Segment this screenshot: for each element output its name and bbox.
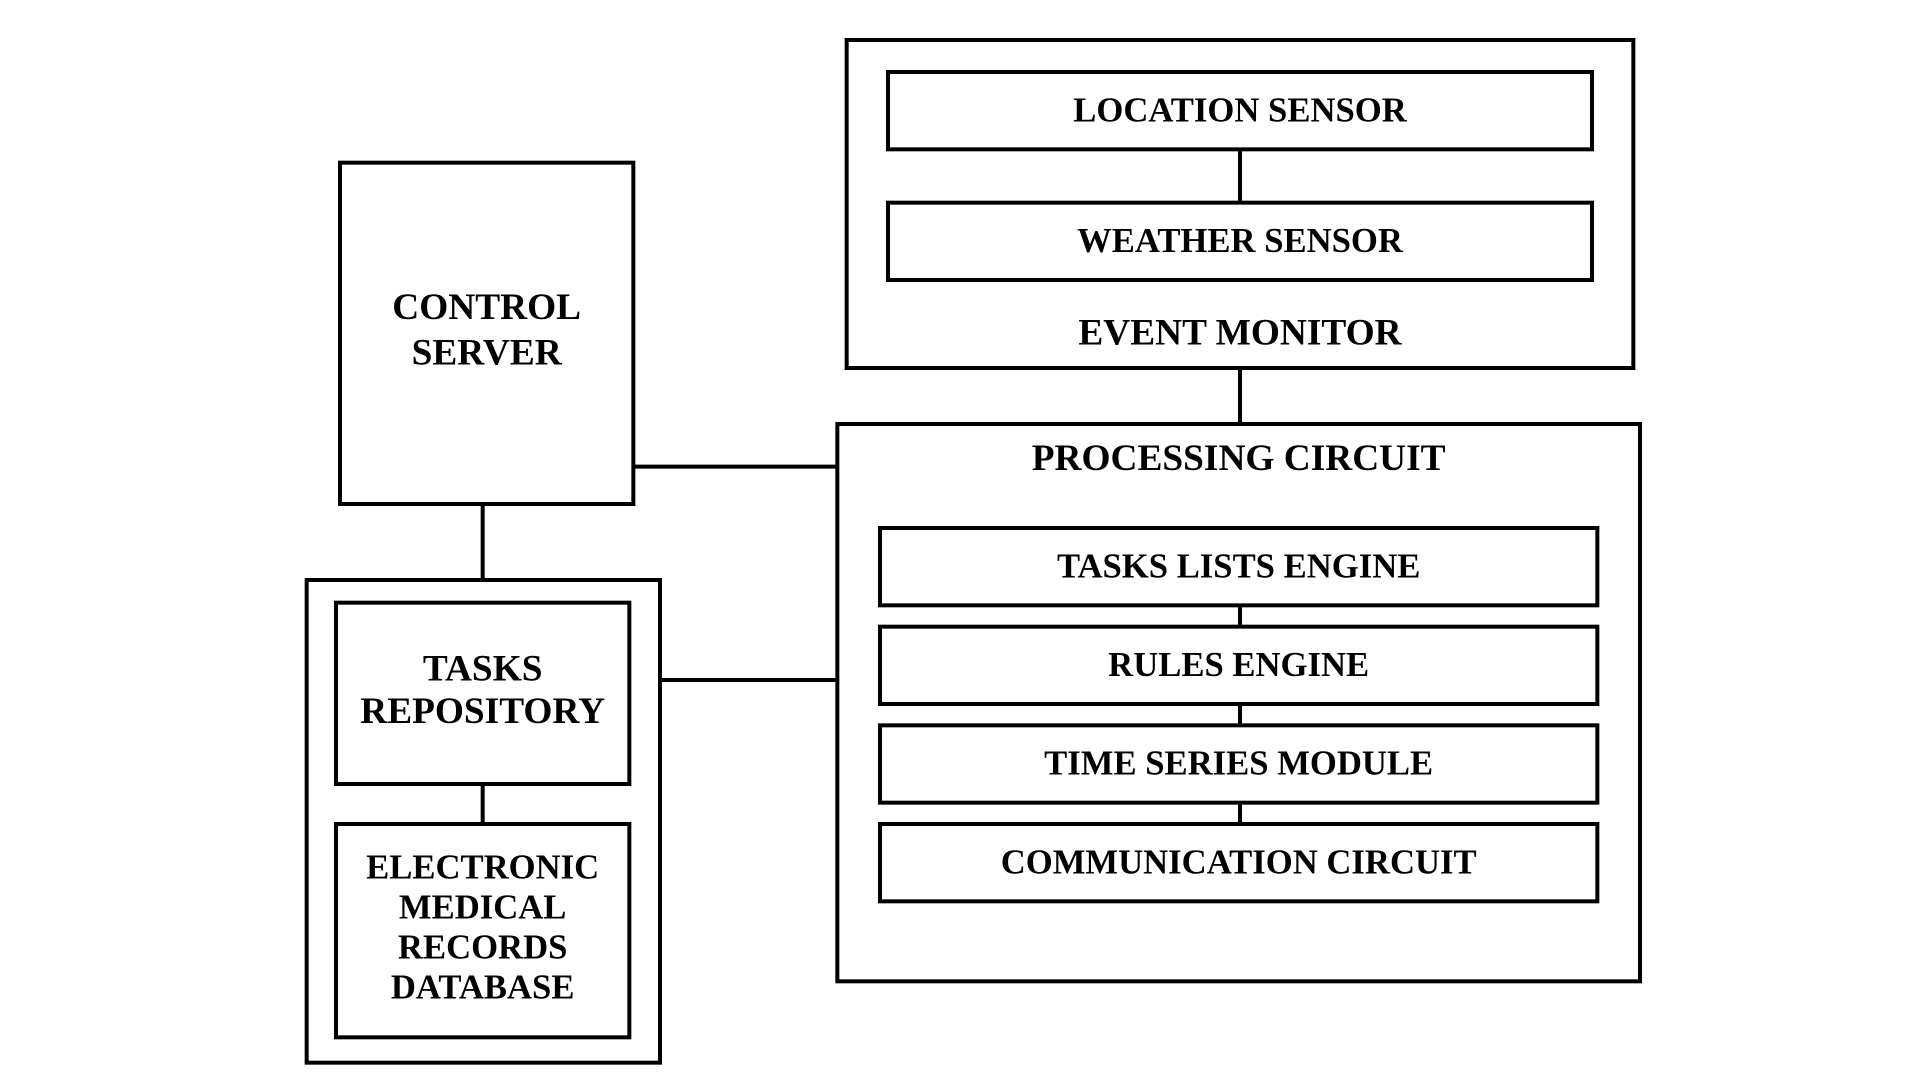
time-series-module-label: TIME SERIES MODULE bbox=[1044, 745, 1433, 783]
location-sensor-label: LOCATION SENSOR bbox=[1073, 91, 1407, 129]
tasks-repository-label: TASKS bbox=[423, 649, 543, 690]
processing-circuit-label: PROCESSING CIRCUIT bbox=[1032, 438, 1446, 479]
event-monitor-label: EVENT MONITOR bbox=[1078, 313, 1402, 354]
control-server-label: CONTROL bbox=[392, 287, 581, 328]
tasks-lists-engine-label: TASKS LISTS ENGINE bbox=[1057, 547, 1420, 585]
diagram-canvas: CONTROL SERVER TASKSREPOSITORY ELECTRONICME… bbox=[0, 0, 1920, 1080]
communication-circuit-label: COMMUNICATION CIRCUIT bbox=[1001, 843, 1477, 881]
weather-sensor-label: WEATHER SENSOR bbox=[1077, 222, 1404, 260]
emr-database-label: MEDICAL bbox=[399, 889, 567, 927]
rules-engine-label: RULES ENGINE bbox=[1108, 646, 1369, 684]
emr-database-label: ELECTRONIC bbox=[366, 849, 599, 887]
control-server-label: SERVER bbox=[412, 333, 563, 374]
emr-database-label: DATABASE bbox=[391, 969, 575, 1007]
emr-database-label: RECORDS bbox=[398, 929, 567, 967]
tasks-repository-label: REPOSITORY bbox=[360, 691, 605, 732]
